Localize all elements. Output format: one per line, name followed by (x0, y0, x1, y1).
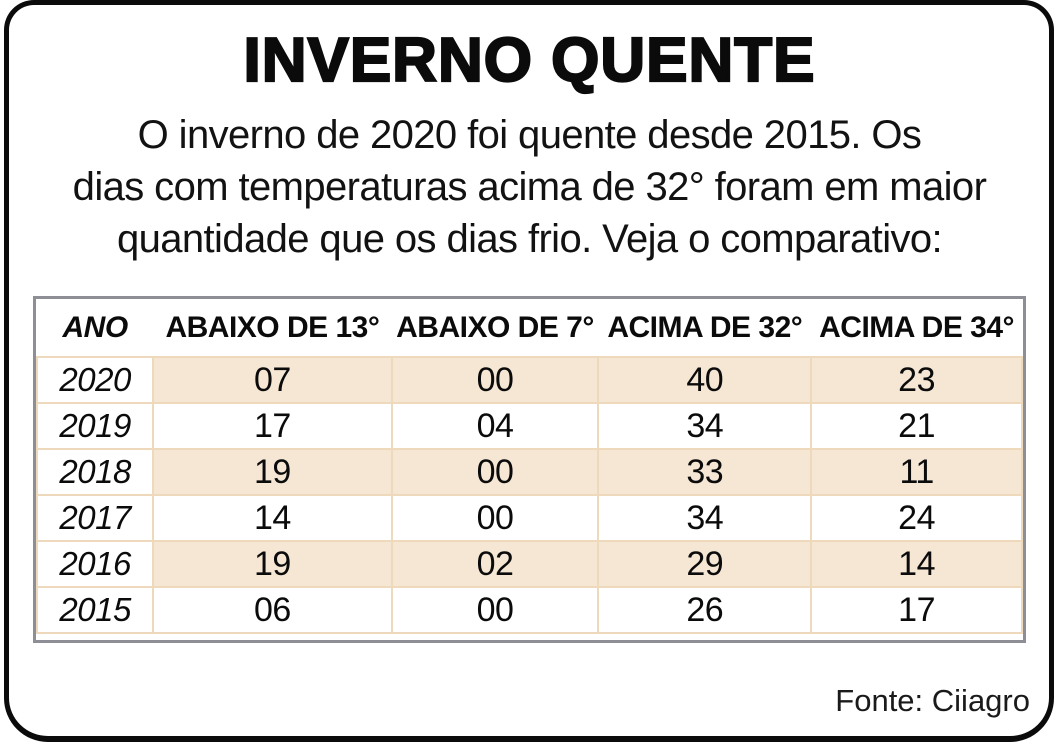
column-header-abaixo-7: ABAIXO DE 7° (391, 299, 599, 357)
column-header-acima-34: ACIMA DE 34° (811, 299, 1022, 357)
value-cell: 00 (390, 586, 600, 634)
source-credit: Fonte: Ciiagro (835, 683, 1030, 718)
value-cell: 19 (152, 448, 393, 496)
value-cell: 21 (810, 402, 1023, 450)
value-cell: 17 (810, 586, 1023, 634)
table-header-row: ANO ABAIXO DE 13° ABAIXO DE 7° ACIMA DE … (37, 299, 1022, 357)
temperature-table: ANO ABAIXO DE 13° ABAIXO DE 7° ACIMA DE … (35, 299, 1023, 634)
year-cell: 2019 (35, 402, 155, 450)
value-cell: 29 (597, 540, 813, 588)
value-cell: 33 (597, 448, 813, 496)
value-cell: 34 (597, 494, 813, 542)
column-header-ano: ANO (37, 299, 154, 357)
value-cell: 17 (152, 402, 393, 450)
value-cell: 00 (390, 448, 600, 496)
value-cell: 19 (152, 540, 393, 588)
value-cell: 00 (390, 356, 600, 404)
temperature-table-container: ANO ABAIXO DE 13° ABAIXO DE 7° ACIMA DE … (33, 296, 1026, 643)
table-row-2015: 2015 06 00 26 17 (35, 586, 1023, 634)
table-row-2017: 2017 14 00 34 24 (35, 494, 1023, 542)
subtitle-line-1: O inverno de 2020 foi quente desde 2015.… (137, 113, 922, 157)
value-cell: 04 (390, 402, 600, 450)
value-cell: 26 (597, 586, 813, 634)
value-cell: 14 (810, 540, 1023, 588)
subtitle-line-2: dias com temperaturas acima de 32° foram… (72, 165, 987, 209)
table-row-2019: 2019 17 04 34 21 (35, 402, 1023, 450)
table-row-2018: 2018 19 00 33 11 (35, 448, 1023, 496)
table-row-2020: 2020 07 00 40 23 (35, 356, 1023, 404)
year-cell: 2015 (35, 586, 155, 634)
value-cell: 02 (390, 540, 600, 588)
value-cell: 34 (597, 402, 813, 450)
value-cell: 40 (597, 356, 813, 404)
subtitle-text: O inverno de 2020 foi quente desde 2015.… (0, 109, 1059, 265)
value-cell: 11 (810, 448, 1023, 496)
year-cell: 2016 (35, 540, 155, 588)
value-cell: 07 (152, 356, 393, 404)
value-cell: 14 (152, 494, 393, 542)
page-title: INVERNO QUENTE (242, 25, 816, 96)
year-cell: 2018 (35, 448, 155, 496)
year-cell: 2017 (35, 494, 155, 542)
column-header-acima-32: ACIMA DE 32° (598, 299, 812, 357)
value-cell: 23 (810, 356, 1023, 404)
table-row-2016: 2016 19 02 29 14 (35, 540, 1023, 588)
value-cell: 06 (152, 586, 393, 634)
column-header-abaixo-13: ABAIXO DE 13° (153, 299, 392, 357)
subtitle-line-3: quantidade que os dias frio. Veja o comp… (116, 217, 943, 261)
value-cell: 00 (390, 494, 600, 542)
year-cell: 2020 (35, 356, 155, 404)
value-cell: 24 (810, 494, 1023, 542)
